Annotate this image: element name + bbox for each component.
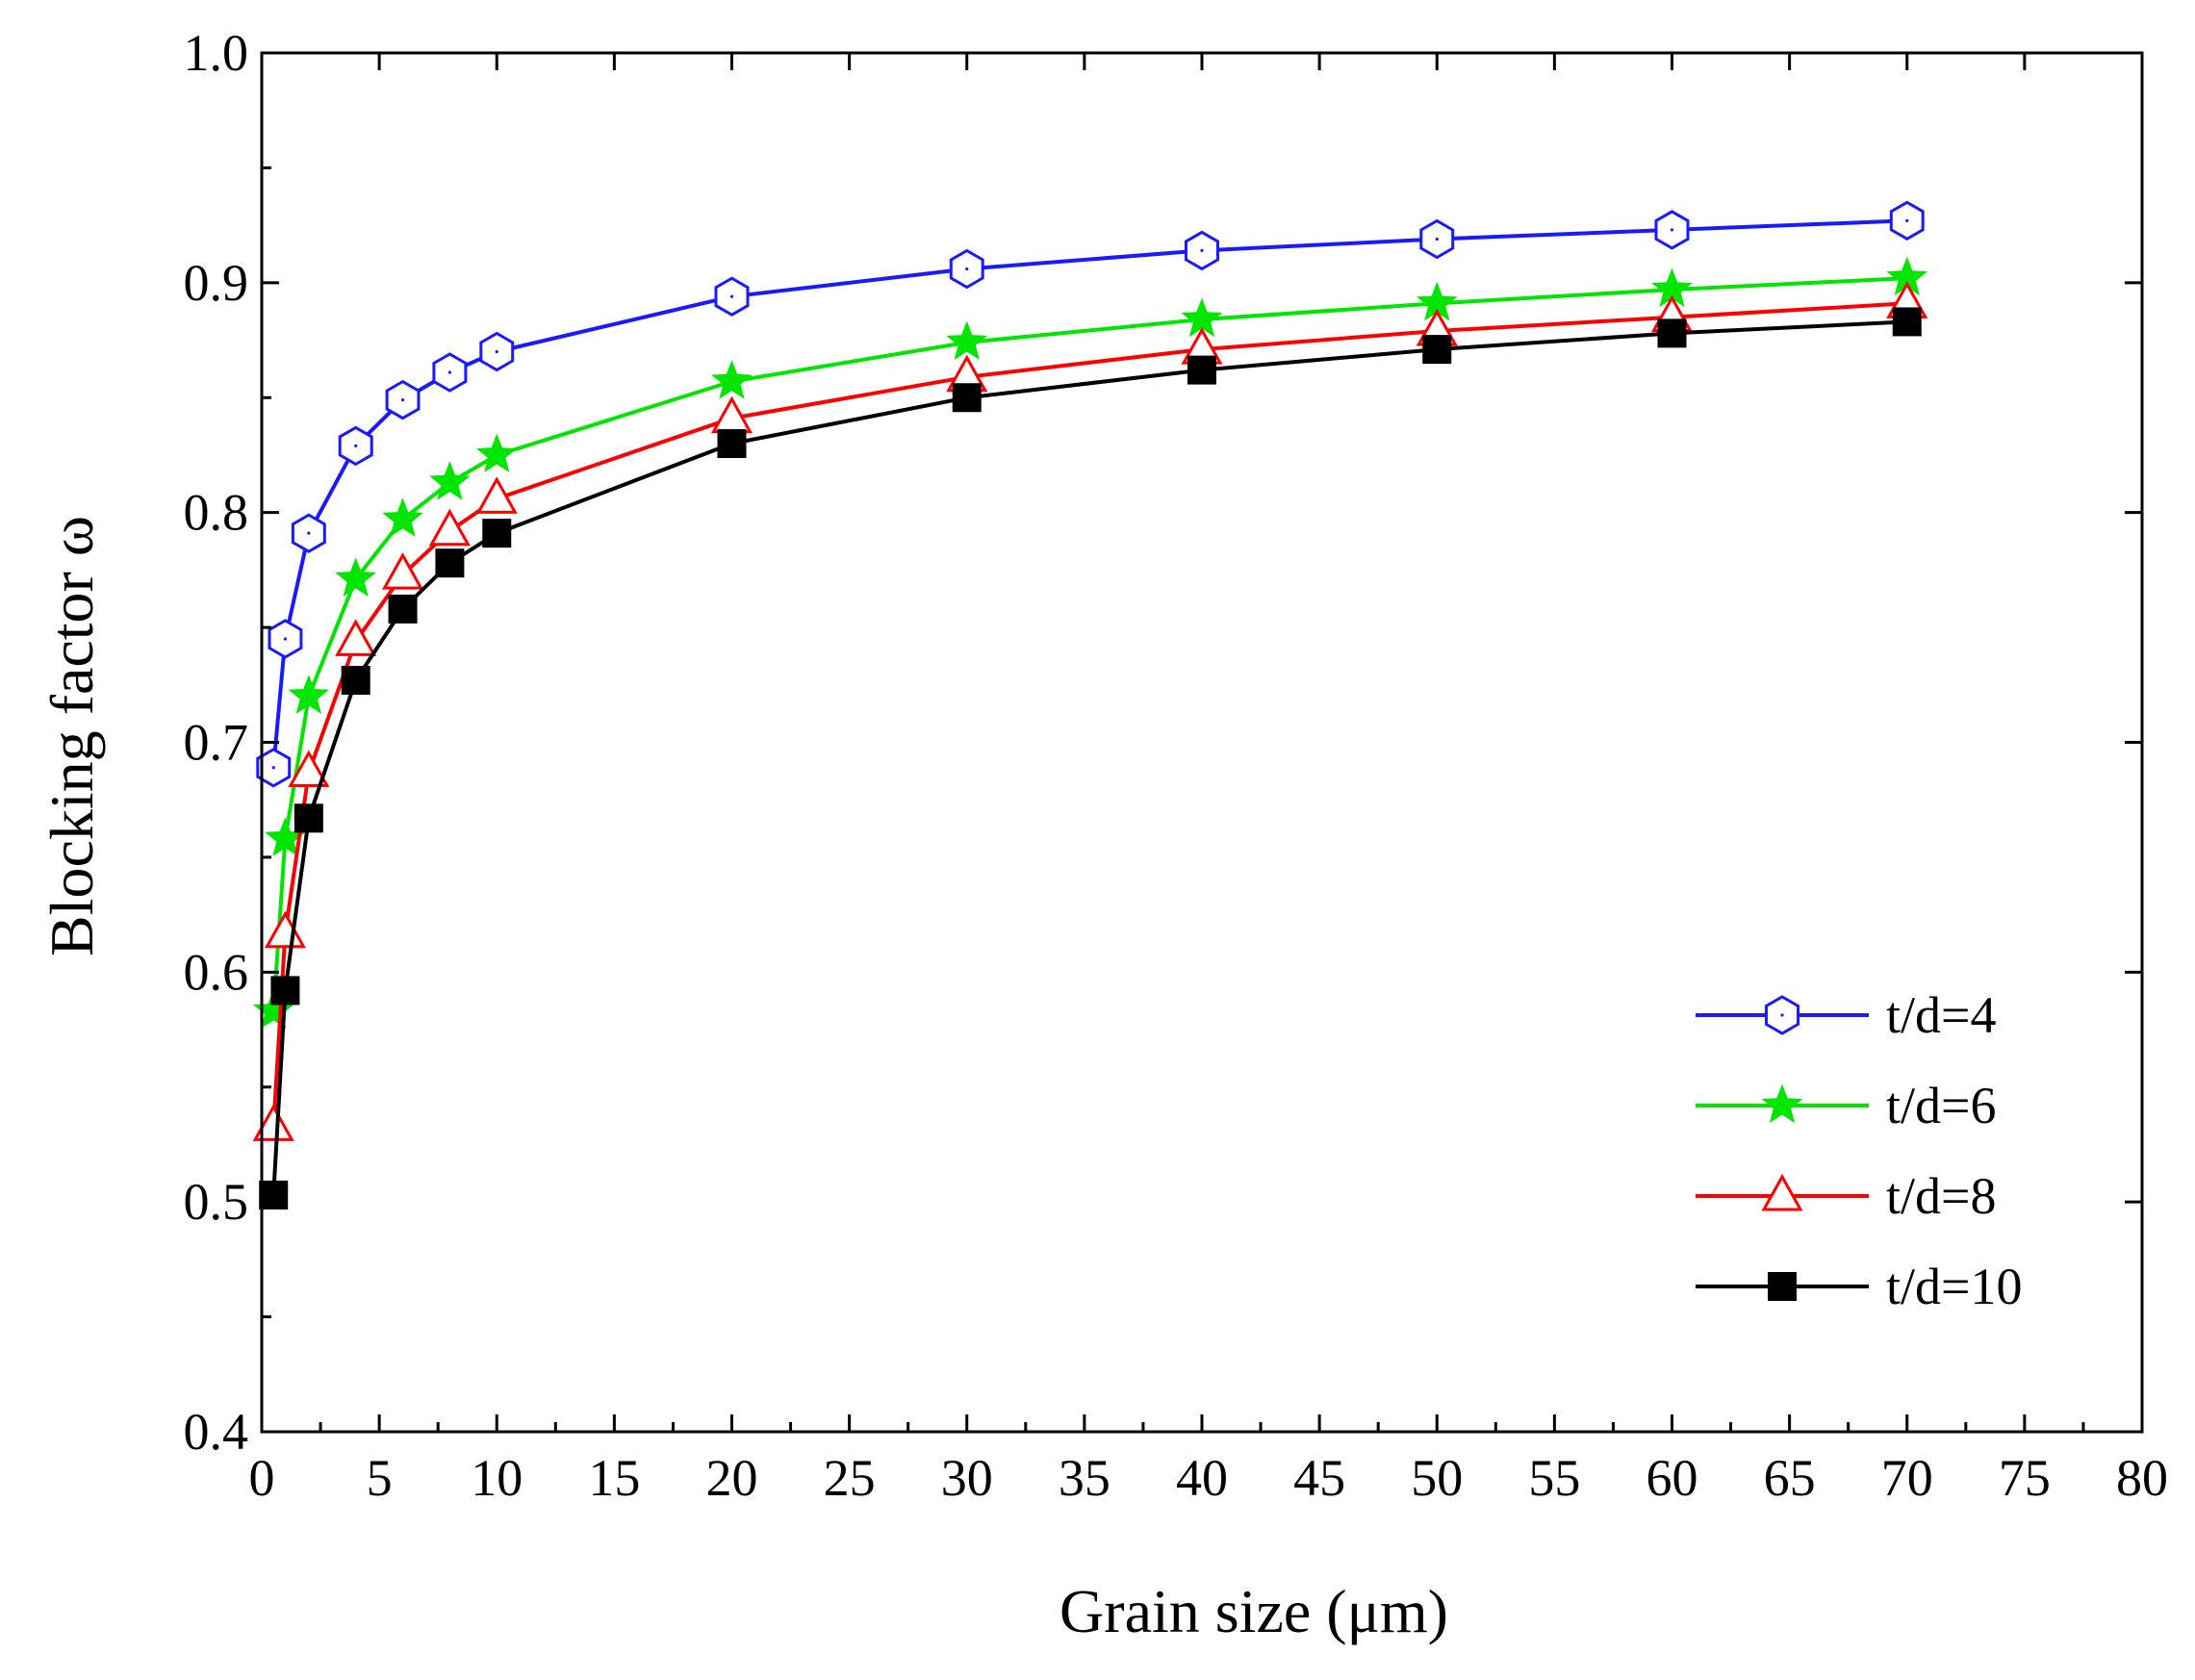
data-point-t-d-4-2-center xyxy=(307,531,311,535)
data-point-t-d-10-5 xyxy=(435,548,465,578)
legend-item-t-d-10: t/d=10 xyxy=(1696,1258,2022,1315)
legend-item-t-d-6: t/d=6 xyxy=(1696,1077,1996,1134)
data-point-t-d-6-2 xyxy=(288,675,330,714)
data-point-t-d-10-0 xyxy=(259,1181,289,1210)
data-point-t-d-8-3 xyxy=(335,619,377,656)
data-point-t-d-4-4-center xyxy=(400,398,405,402)
data-point-t-d-4-12-center xyxy=(1905,218,1909,222)
data-point-t-d-8-6 xyxy=(475,476,518,514)
data-point-t-d-4-11-center xyxy=(1670,228,1674,232)
x-tick-label-70: 70 xyxy=(1881,1449,1933,1507)
x-tick-label-55: 55 xyxy=(1528,1449,1580,1507)
y-tick-label-0.8: 0.8 xyxy=(184,484,249,542)
series-t-d-10 xyxy=(259,307,1922,1210)
data-point-t-d-10-8 xyxy=(952,383,982,413)
legend-marker-t-d-4-center xyxy=(1780,1013,1784,1017)
data-point-t-d-8-5 xyxy=(428,508,471,547)
data-point-t-d-6-5 xyxy=(429,461,471,500)
data-point-t-d-4-6-center xyxy=(495,349,498,354)
x-axis-title: Grain size (μm) xyxy=(1059,1577,1448,1645)
legend-item-t-d-4: t/d=4 xyxy=(1696,986,1996,1044)
x-tick-label-65: 65 xyxy=(1764,1449,1816,1507)
x-tick-label-15: 15 xyxy=(588,1449,640,1507)
x-tick-label-75: 75 xyxy=(1999,1449,2051,1507)
data-point-t-d-4-8-center xyxy=(965,267,969,271)
data-point-t-d-4-0-center xyxy=(271,766,275,770)
x-tick-label-50: 50 xyxy=(1411,1449,1463,1507)
legend-marker-t-d-8 xyxy=(1761,1173,1803,1211)
legend-marker-t-d-10 xyxy=(1768,1272,1797,1301)
data-point-t-d-10-4 xyxy=(388,594,418,624)
data-point-t-d-10-1 xyxy=(270,976,300,1005)
data-point-t-d-4-9-center xyxy=(1200,248,1204,252)
data-point-t-d-10-12 xyxy=(1892,307,1922,337)
y-tick-label-0.6: 0.6 xyxy=(184,943,249,1001)
data-point-t-d-8-2 xyxy=(288,750,330,788)
data-point-t-d-4-7-center xyxy=(729,294,734,298)
data-point-t-d-8-4 xyxy=(381,552,424,590)
legend-marker-t-d-6 xyxy=(1761,1083,1803,1124)
legend-label-t-d-10: t/d=10 xyxy=(1886,1258,2022,1315)
legend: t/d=4 t/d=6 t/d=8 t/d=10 xyxy=(1696,986,2022,1315)
data-point-t-d-10-10 xyxy=(1422,335,1452,365)
series-t-d-8 xyxy=(252,281,1928,1141)
data-point-t-d-6-7 xyxy=(711,360,753,399)
series-layer xyxy=(252,200,1928,1210)
data-point-t-d-6-8 xyxy=(946,320,988,361)
data-point-t-d-10-9 xyxy=(1187,355,1216,385)
axes-layer: 0 5 10 15 20 25 30 35 40 45 50 55 60 65 70 75 80 0.4 0.5 0.… xyxy=(184,24,2169,1507)
data-point-t-d-4-3-center xyxy=(354,444,358,448)
data-point-t-d-4-1-center xyxy=(283,637,288,641)
data-point-t-d-10-2 xyxy=(294,803,323,833)
x-tick-label-40: 40 xyxy=(1176,1449,1228,1507)
x-tick-label-0: 0 xyxy=(249,1449,275,1507)
x-tick-label-60: 60 xyxy=(1646,1449,1698,1507)
data-point-t-d-6-3 xyxy=(335,557,377,598)
legend-item-t-d-8: t/d=8 xyxy=(1696,1167,1996,1225)
data-point-t-d-4-5-center xyxy=(447,370,451,374)
data-point-t-d-10-7 xyxy=(717,429,747,459)
y-axis-title: Blocking factor ω xyxy=(38,516,106,956)
data-point-t-d-6-6 xyxy=(475,433,518,473)
x-tick-label-5: 5 xyxy=(367,1449,393,1507)
data-point-t-d-8-0 xyxy=(252,1104,294,1141)
series-t-d-4 xyxy=(256,200,1925,788)
y-tick-label-0.4: 0.4 xyxy=(184,1403,249,1461)
x-tick-label-80: 80 xyxy=(2116,1449,2168,1507)
data-point-t-d-10-3 xyxy=(341,666,370,696)
x-tick-label-35: 35 xyxy=(1059,1449,1110,1507)
legend-label-t-d-8: t/d=8 xyxy=(1886,1167,1996,1225)
x-tick-label-25: 25 xyxy=(824,1449,876,1507)
y-tick-label-0.9: 0.9 xyxy=(184,254,249,312)
y-tick-label-1.0: 1.0 xyxy=(184,24,249,82)
data-point-t-d-10-6 xyxy=(482,519,512,548)
y-tick-label-0.7: 0.7 xyxy=(184,714,249,772)
data-point-t-d-6-4 xyxy=(382,497,423,537)
data-point-t-d-4-10-center xyxy=(1435,237,1439,242)
x-tick-label-30: 30 xyxy=(941,1449,993,1507)
y-tick-label-0.5: 0.5 xyxy=(184,1173,249,1231)
x-tick-label-20: 20 xyxy=(706,1449,758,1507)
data-point-t-d-10-11 xyxy=(1657,318,1687,348)
x-tick-label-10: 10 xyxy=(471,1449,523,1507)
x-tick-label-45: 45 xyxy=(1293,1449,1345,1507)
legend-label-t-d-4: t/d=4 xyxy=(1886,986,1996,1044)
legend-label-t-d-6: t/d=6 xyxy=(1886,1077,1996,1134)
